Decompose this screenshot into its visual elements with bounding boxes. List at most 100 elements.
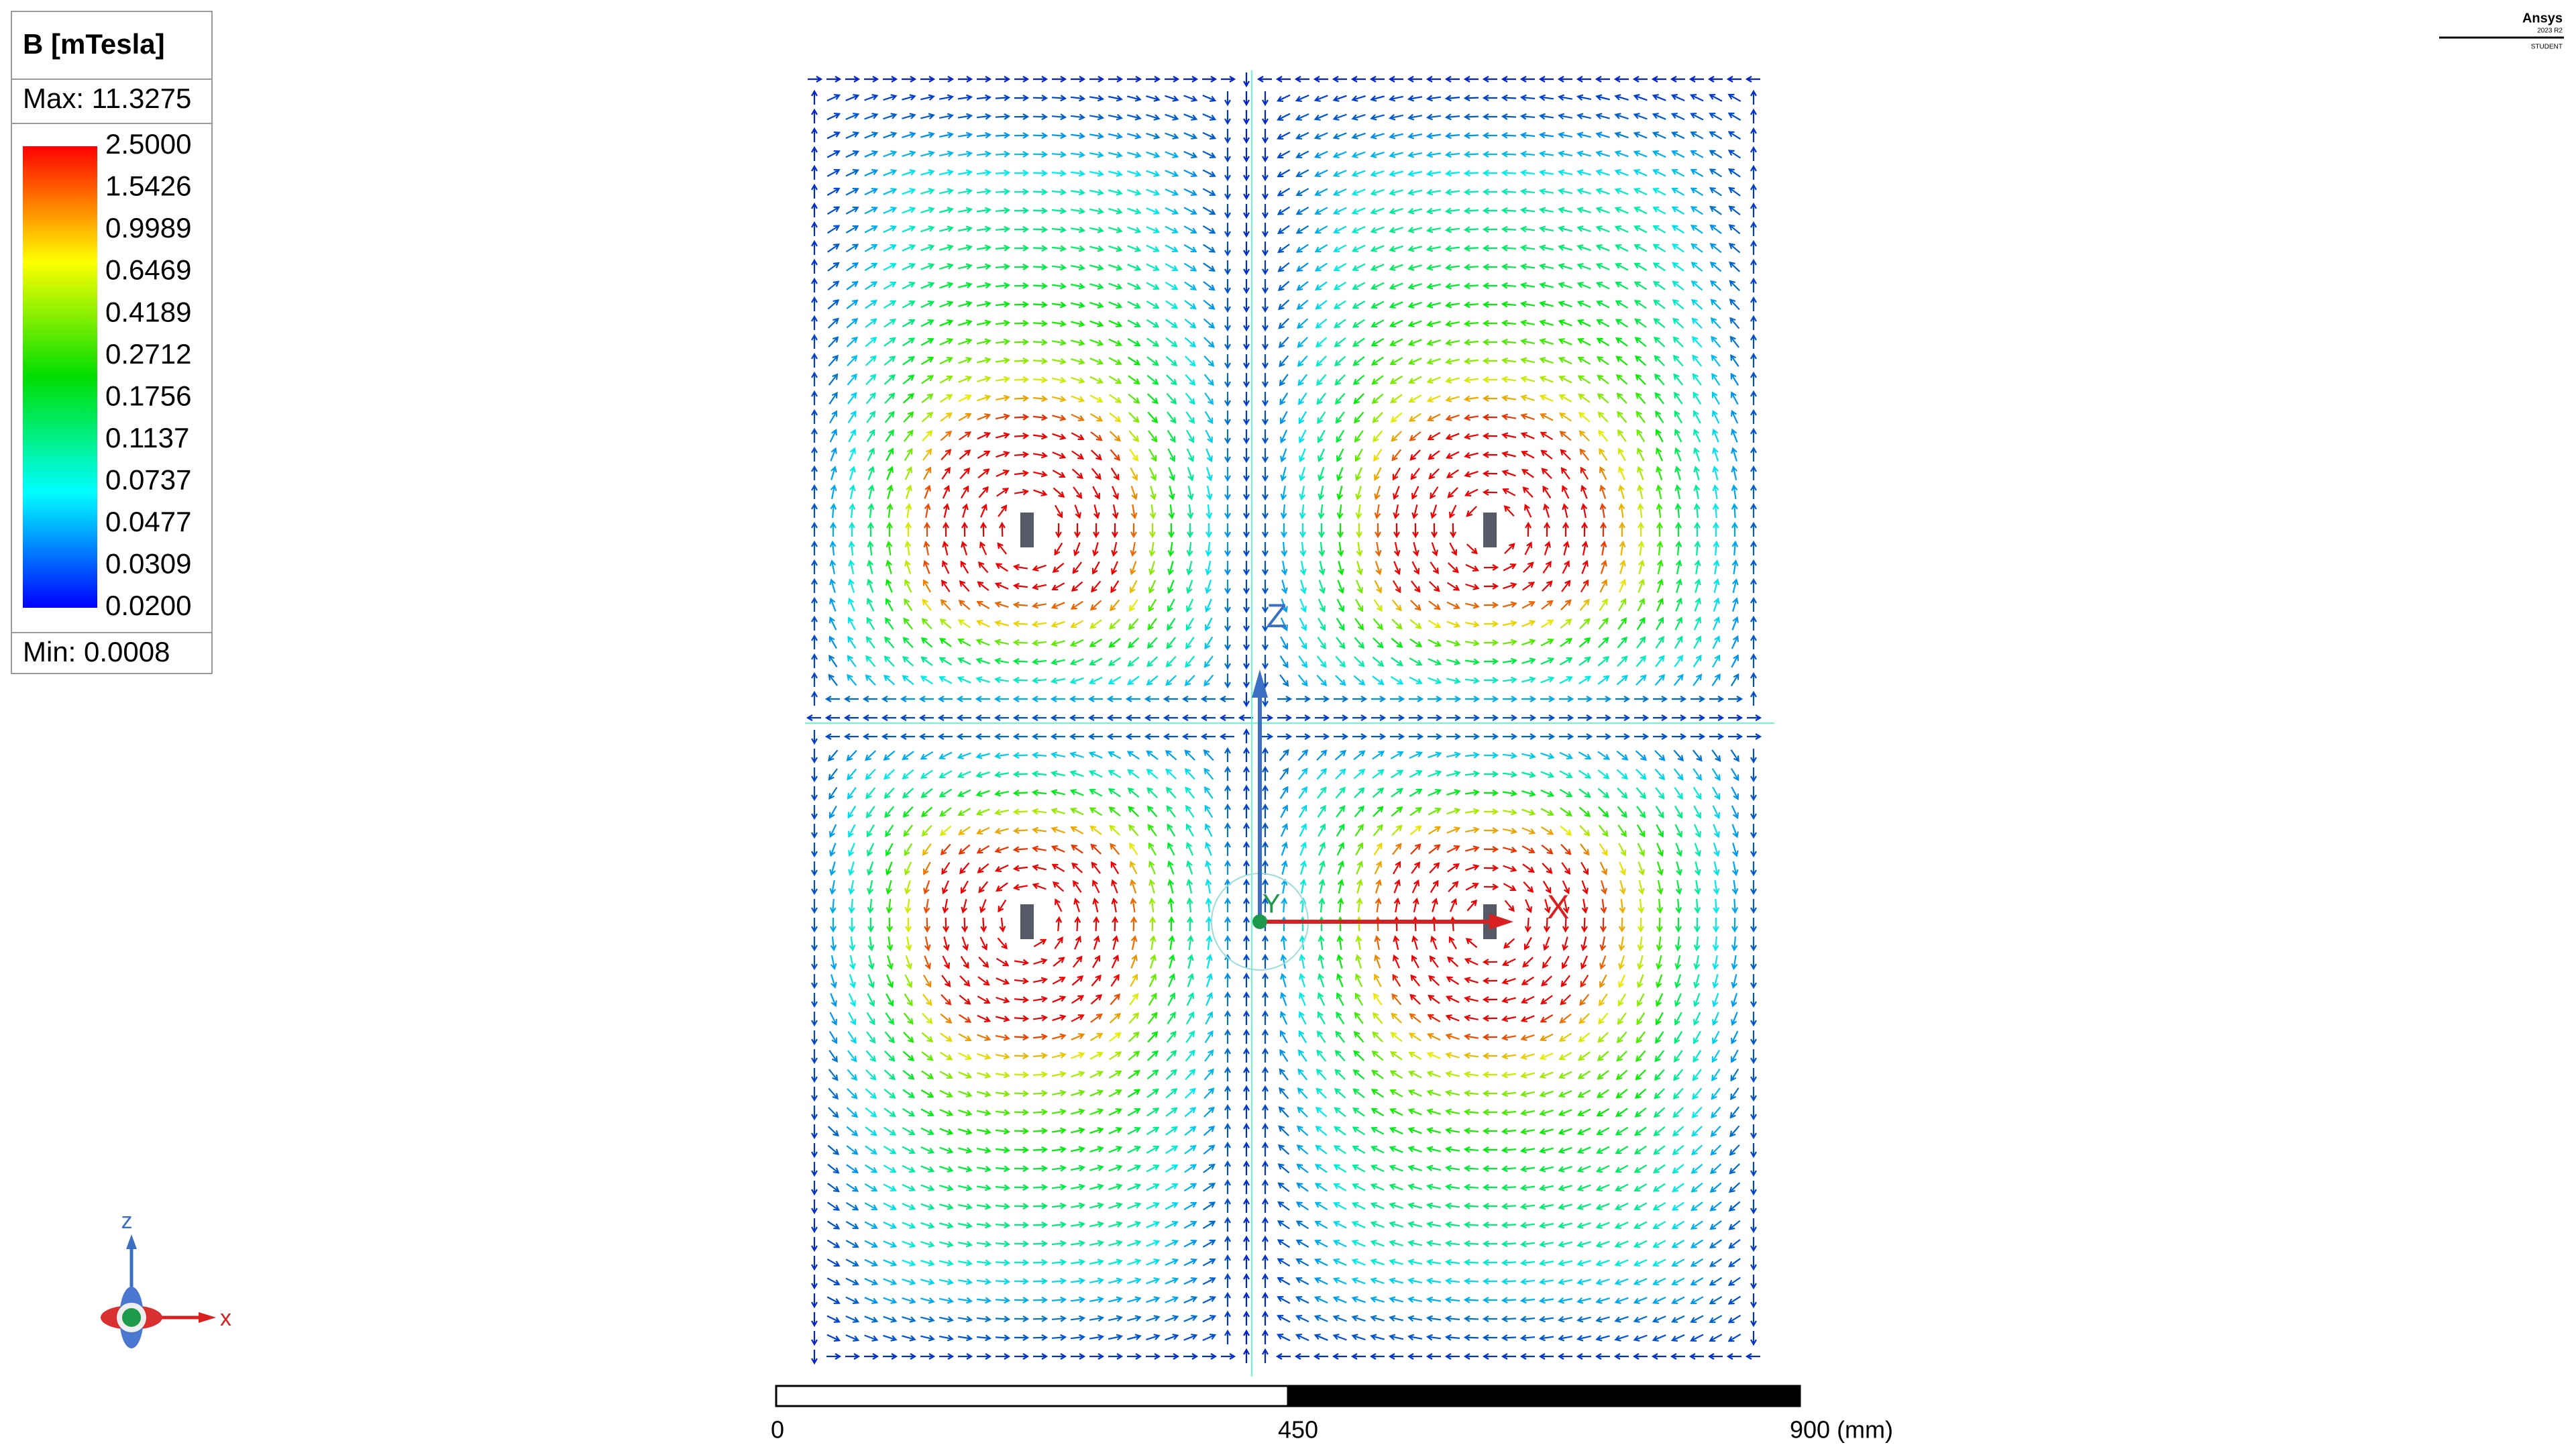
field-arrow	[866, 616, 875, 631]
field-arrow	[1202, 169, 1216, 177]
field-arrow	[997, 542, 1008, 555]
field-arrow	[1127, 338, 1141, 347]
field-arrow	[1032, 1165, 1049, 1172]
field-arrow	[1224, 1310, 1231, 1326]
field-arrow	[976, 113, 992, 120]
field-arrow	[923, 861, 931, 875]
field-arrow	[848, 559, 855, 575]
field-arrow	[829, 880, 837, 895]
field-arrow	[959, 467, 971, 480]
field-arrow	[1108, 1127, 1123, 1134]
field-arrow	[996, 1353, 1011, 1360]
field-arrow	[939, 357, 954, 365]
field-arrow	[1108, 375, 1122, 384]
field-arrow	[977, 1109, 991, 1116]
field-arrow	[957, 771, 971, 778]
field-arrow	[994, 790, 1010, 797]
field-arrow	[864, 113, 879, 120]
field-arrow	[883, 769, 896, 780]
field-arrow	[887, 484, 894, 499]
field-arrow	[824, 733, 840, 740]
field-arrow	[1165, 1145, 1179, 1155]
field-arrow	[1014, 996, 1030, 1004]
field-arrow	[1070, 170, 1086, 177]
field-arrow	[1187, 467, 1194, 482]
field-arrow	[920, 656, 933, 666]
field-arrow	[1089, 1277, 1104, 1285]
field-arrow	[1092, 879, 1100, 894]
field-arrow	[884, 636, 895, 649]
field-arrow	[1108, 1051, 1122, 1061]
field-arrow	[902, 806, 914, 818]
field-arrow	[1148, 973, 1157, 987]
field-arrow	[958, 1166, 973, 1173]
field-arrow	[883, 1278, 898, 1285]
field-arrow	[883, 1240, 898, 1248]
field-arrow	[1108, 788, 1121, 798]
field-arrow	[865, 1145, 878, 1155]
field-arrow	[828, 768, 838, 781]
field-arrow	[865, 787, 876, 800]
field-arrow	[979, 936, 987, 951]
field-arrow	[957, 244, 973, 252]
field-arrow	[1089, 1240, 1104, 1247]
field-arrow	[1050, 733, 1065, 740]
field-arrow	[1280, 934, 1287, 951]
field-arrow	[999, 917, 1006, 933]
field-arrow	[1183, 76, 1199, 83]
field-arrow	[1186, 561, 1193, 576]
field-arrow	[1224, 561, 1231, 576]
field-arrow	[1014, 1240, 1030, 1248]
field-arrow	[883, 1316, 898, 1323]
field-arrow	[1052, 562, 1065, 573]
field-arrow	[1262, 1310, 1269, 1326]
field-arrow	[867, 466, 875, 480]
field-arrow	[1262, 411, 1269, 426]
field-arrow	[1186, 860, 1193, 875]
field-arrow	[811, 108, 818, 123]
field-arrow	[1092, 486, 1100, 500]
field-arrow	[976, 301, 991, 308]
field-arrow	[811, 371, 818, 386]
field-arrow	[995, 1071, 1011, 1079]
field-arrow	[939, 619, 952, 629]
field-arrow	[957, 94, 973, 101]
field-arrow	[1281, 580, 1288, 594]
field-arrow	[1224, 504, 1231, 520]
field-arrow	[1165, 1202, 1179, 1210]
field-arrow	[939, 207, 954, 213]
field-arrow	[811, 805, 818, 820]
field-arrow	[1108, 676, 1122, 685]
field-arrow	[864, 1316, 879, 1323]
field-arrow	[1071, 1089, 1085, 1096]
field-arrow	[920, 1222, 935, 1229]
field-arrow	[864, 1202, 878, 1211]
field-arrow	[958, 263, 973, 270]
field-arrow	[941, 975, 951, 987]
field-arrow	[1243, 392, 1250, 407]
field-arrow	[866, 429, 875, 443]
field-arrow	[811, 1124, 818, 1140]
field-arrow	[939, 1222, 954, 1229]
field-arrow	[1262, 241, 1269, 257]
field-arrow	[958, 376, 973, 383]
field-arrow	[1108, 657, 1121, 666]
field-arrow	[827, 1144, 840, 1155]
field-arrow	[1165, 151, 1179, 158]
field-arrow	[1224, 448, 1231, 464]
field-arrow	[811, 333, 818, 349]
field-arrow	[1224, 784, 1231, 800]
field-arrow	[1262, 1329, 1269, 1344]
field-arrow	[940, 1013, 953, 1024]
field-arrow	[845, 76, 861, 83]
field-arrow	[1296, 318, 1309, 329]
field-arrow	[1070, 1258, 1086, 1266]
field-arrow	[1224, 636, 1231, 651]
field-arrow	[1127, 170, 1142, 177]
field-arrow	[1166, 805, 1176, 818]
field-arrow	[1202, 225, 1216, 234]
field-arrow	[921, 618, 932, 630]
field-arrow	[1144, 696, 1159, 702]
field-arrow	[826, 1334, 841, 1342]
